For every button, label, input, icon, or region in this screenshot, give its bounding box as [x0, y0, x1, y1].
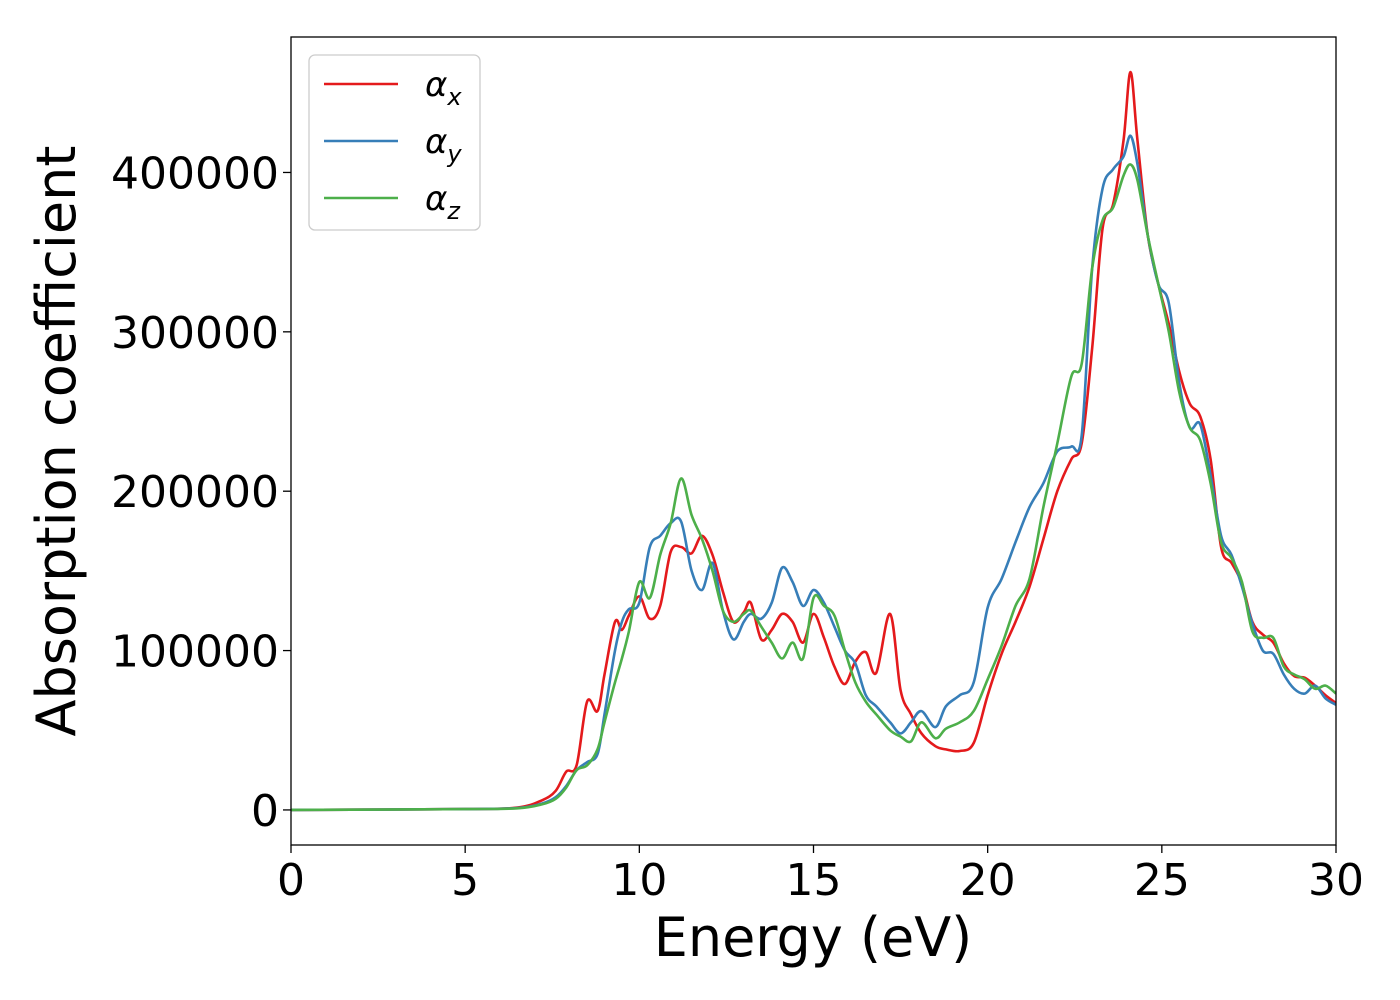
legend-box — [308, 54, 481, 231]
x-axis: 0 5 10 15 20 25 30 — [277, 845, 1364, 906]
series-layer — [291, 70, 1336, 812]
y-axis-label: Absorption coefficient — [25, 146, 88, 737]
y-tick-label: 300000 — [111, 308, 279, 359]
x-tick-label: 25 — [1134, 855, 1190, 906]
y-axis: 0 100000 200000 300000 400000 — [111, 148, 291, 837]
y-tick-label: 400000 — [111, 148, 279, 199]
x-tick-label: 10 — [611, 855, 667, 906]
legend-label-x: αx — [425, 65, 462, 111]
x-axis-label: Energy (eV) — [654, 906, 973, 969]
y-tick-label: 0 — [251, 786, 279, 837]
y-tick-label: 100000 — [111, 627, 279, 678]
x-tick-label: 20 — [960, 855, 1016, 906]
y-tick-label: 200000 — [111, 467, 279, 518]
x-tick-label: 5 — [451, 855, 479, 906]
x-tick-label: 30 — [1308, 855, 1364, 906]
series-line-z — [291, 163, 1336, 812]
x-tick-label: 15 — [786, 855, 842, 906]
legend-label-y: αy — [425, 122, 462, 168]
series-line-y — [291, 134, 1336, 812]
x-tick-label: 0 — [277, 855, 305, 906]
